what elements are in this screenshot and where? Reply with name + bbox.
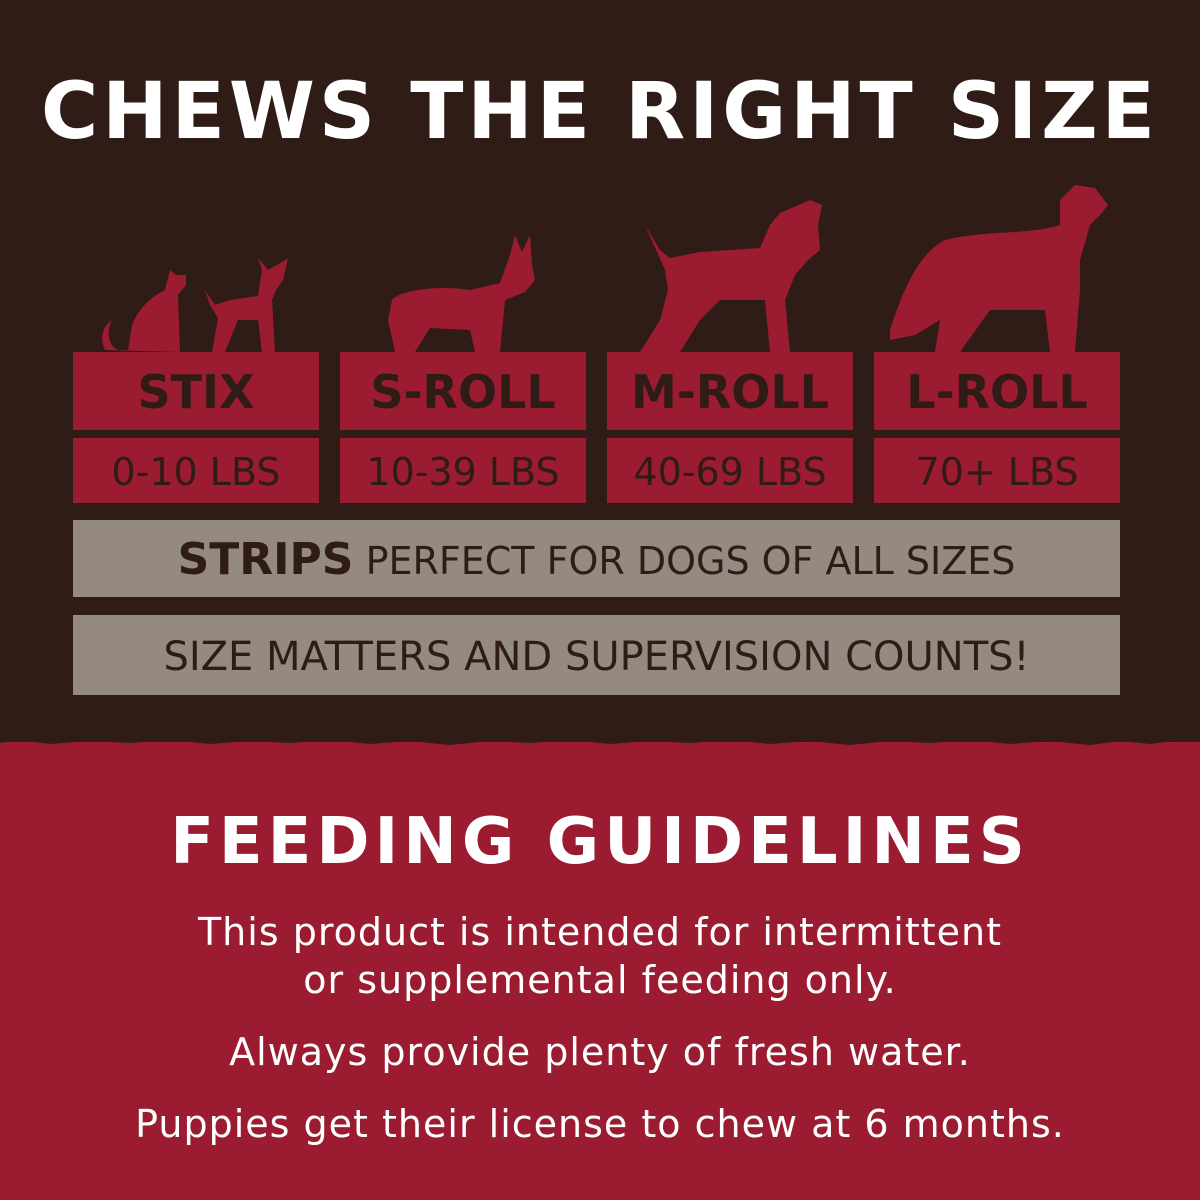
feeding-line: Always provide plenty of fresh water.: [229, 1030, 971, 1074]
strips-banner: STRIPS PERFECT FOR DOGS OF ALL SIZES: [73, 520, 1120, 597]
large-dog-silhouette-icon: [890, 185, 1108, 352]
size-name-s-roll: S-ROLL: [340, 352, 586, 430]
torn-edge: [0, 732, 1200, 745]
size-name-l-roll: L-ROLL: [874, 352, 1120, 430]
corgi-silhouette-icon: [388, 235, 535, 352]
strips-text: PERFECT FOR DOGS OF ALL SIZES: [365, 539, 1016, 583]
strips-label: STRIPS: [177, 534, 354, 585]
size-weight-m-roll: 40-69 LBS: [607, 438, 853, 503]
feeding-line: This product is intended for intermitten…: [197, 910, 1003, 954]
size-weight-stix: 0-10 LBS: [73, 438, 319, 503]
size-name-m-roll: M-ROLL: [607, 352, 853, 430]
page-title: CHEWS THE RIGHT SIZE: [41, 67, 1159, 157]
medium-dog-silhouette-icon: [640, 200, 822, 352]
feeding-line: or supplemental feeding only.: [303, 958, 897, 1002]
dog-silhouettes: [102, 185, 1108, 352]
supervision-banner: SIZE MATTERS AND SUPERVISION COUNTS!: [73, 615, 1120, 695]
size-name-stix: STIX: [73, 352, 319, 430]
size-weight-s-roll: 10-39 LBS: [340, 438, 586, 503]
small-dog-silhouette-icon: [205, 258, 288, 352]
feeding-line: Puppies get their license to chew at 6 m…: [135, 1102, 1065, 1146]
size-weight-l-roll: 70+ LBS: [874, 438, 1120, 503]
feeding-title: FEEDING GUIDELINES: [170, 805, 1030, 879]
cat-silhouette-icon: [102, 270, 186, 352]
